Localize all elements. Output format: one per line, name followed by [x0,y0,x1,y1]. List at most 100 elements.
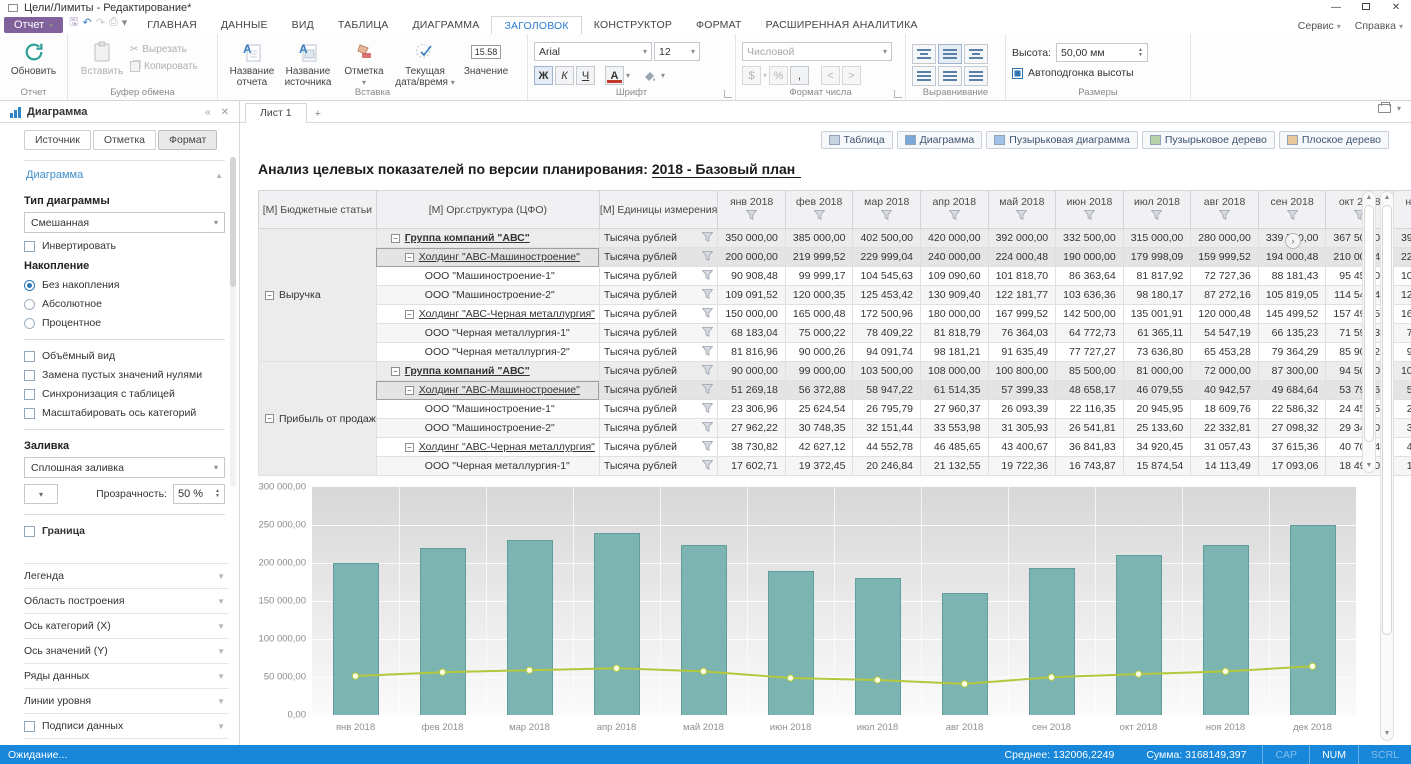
table-vertical-scrollbar[interactable]: ▲ ▼ [1362,191,1376,473]
value-cell[interactable]: 100 800,00 [988,362,1056,381]
ribbon-tab-заголовок[interactable]: ЗАГОЛОВОК [491,16,581,34]
filter-funnel-icon[interactable] [881,210,892,223]
font-size-select[interactable]: 12▾ [654,42,700,61]
line-marker[interactable] [1222,668,1228,674]
value-cell[interactable]: 58 947,22 [853,381,921,400]
fill-type-select[interactable]: Сплошная заливка▾ [24,457,225,478]
checkbox-icon[interactable] [24,351,35,362]
column-header-1[interactable]: [М] Бюджетные статьи [259,191,377,229]
redo-icon[interactable]: ↷ [96,16,105,29]
value-cell[interactable]: 100 800,00 [1393,362,1411,381]
align-button-0-0[interactable] [912,44,936,64]
value-cell[interactable]: 19 722,36 [1393,457,1411,476]
value-cell[interactable]: 332 500,00 [1056,229,1124,248]
value-cell[interactable]: 105 819,05 [1258,286,1326,305]
value-cell[interactable]: 54 547,19 [1191,324,1259,343]
view-button-2[interactable]: Диаграмма [897,131,983,149]
paste-button[interactable]: Вставить [74,38,130,77]
value-cell[interactable]: 94 091,74 [853,343,921,362]
cut-button[interactable]: ✂Вырезать [130,44,198,55]
radio-icon[interactable] [24,280,35,291]
filter-funnel-icon[interactable] [702,308,713,321]
filter-funnel-icon[interactable] [1219,210,1230,223]
align-button-1-2[interactable] [964,66,988,86]
value-button[interactable]: 15.58 Значение [458,38,514,77]
collapse-expander-icon[interactable]: − [265,414,274,423]
spinner-icon[interactable]: ▲▼ [215,489,220,499]
panel-option[interactable]: Замена пустых значений нулями [24,369,225,381]
value-cell[interactable]: 350 000,00 [718,229,786,248]
invert-checkbox-row[interactable]: Инвертировать [24,240,225,252]
value-cell[interactable]: 85 500,00 [1056,362,1124,381]
increase-decimals-button[interactable]: > [842,66,861,85]
org-structure-cell[interactable]: ООО "Машиностроение-2" [376,419,599,438]
ribbon-tab-конструктор[interactable]: КОНСТРУКТОР [582,16,684,34]
value-cell[interactable]: 15 874,54 [1123,457,1191,476]
filter-funnel-icon[interactable] [702,289,713,302]
mark-button[interactable]: Отметка▾ [336,38,392,88]
value-cell[interactable]: 42 627,12 [785,438,853,457]
view-button-1[interactable]: Таблица [821,131,893,149]
value-cell[interactable]: 90 000,00 [718,362,786,381]
value-cell[interactable]: 40 942,57 [1191,381,1259,400]
value-cell[interactable]: 56 372,88 [785,381,853,400]
sheet-tab[interactable]: Лист 1 [245,103,307,123]
value-cell[interactable]: 87 272,16 [1191,286,1259,305]
unit-cell[interactable]: Тысяча рублей [599,305,717,324]
line-marker[interactable] [1135,671,1141,677]
fill-color-button[interactable] [640,66,659,85]
value-cell[interactable]: 37 615,36 [1258,438,1326,457]
bold-button[interactable]: Ж [534,66,553,85]
value-cell[interactable]: 101 818,70 [988,267,1056,286]
chevron-down-icon[interactable]: ▾ [122,16,128,29]
value-cell[interactable]: 120 000,48 [1191,305,1259,324]
view-button-3[interactable]: Пузырьковая диаграмма [986,131,1138,149]
value-cell[interactable]: 20 246,84 [853,457,921,476]
filter-funnel-icon[interactable] [702,384,713,397]
value-cell[interactable]: 17 602,71 [718,457,786,476]
panel-tab-источник[interactable]: Источник [24,130,91,150]
refresh-button[interactable]: Обновить [6,38,61,77]
filter-funnel-icon[interactable] [702,403,713,416]
value-cell[interactable]: 229 999,04 [853,248,921,267]
value-cell[interactable]: 30 748,35 [785,419,853,438]
org-structure-cell[interactable]: −Холдинг "АВС-Машиностроение" [376,248,599,267]
org-structure-cell[interactable]: ООО "Машиностроение-1" [376,400,599,419]
value-cell[interactable]: 17 093,06 [1258,457,1326,476]
value-cell[interactable]: 87 300,00 [1258,362,1326,381]
value-cell[interactable]: 280 000,00 [1191,229,1259,248]
filter-funnel-icon[interactable] [702,251,713,264]
ribbon-tab-таблица[interactable]: ТАБЛИЦА [326,16,401,34]
value-cell[interactable]: 167 999,52 [1393,305,1411,324]
value-cell[interactable]: 145 499,52 [1258,305,1326,324]
value-cell[interactable]: 26 795,79 [853,400,921,419]
filter-funnel-icon[interactable] [1084,210,1095,223]
value-cell[interactable]: 167 999,52 [988,305,1056,324]
collapse-expander-icon[interactable]: − [391,234,400,243]
panel-scrollbar[interactable] [230,157,236,487]
panel-section-подписи-данных[interactable]: Подписи данных▼ [24,713,229,738]
org-structure-cell[interactable]: −Холдинг "АВС-Черная металлургия" [376,305,599,324]
value-cell[interactable]: 78 409,22 [853,324,921,343]
add-sheet-button[interactable]: + [307,105,329,123]
italic-button[interactable]: К [555,66,574,85]
value-cell[interactable]: 76 364,03 [988,324,1056,343]
checkbox-icon[interactable] [24,370,35,381]
month-header[interactable]: май 2018 [988,191,1056,229]
value-cell[interactable]: 392 000,00 [1393,229,1411,248]
ribbon-tab-формат[interactable]: ФОРМАТ [684,16,754,34]
value-cell[interactable]: 46 079,55 [1123,381,1191,400]
filter-funnel-icon[interactable] [702,441,713,454]
unit-cell[interactable]: Тысяча рублей [599,438,717,457]
value-cell[interactable]: 18 609,76 [1191,400,1259,419]
value-cell[interactable]: 109 091,52 [718,286,786,305]
value-cell[interactable]: 72 727,36 [1191,267,1259,286]
decrease-decimals-button[interactable]: < [821,66,840,85]
value-cell[interactable]: 43 400,67 [988,438,1056,457]
month-header[interactable]: апр 2018 [921,191,989,229]
print-layout-icon[interactable] [1378,104,1391,113]
value-cell[interactable]: 240 000,00 [921,248,989,267]
filter-funnel-icon[interactable] [746,210,757,223]
value-cell[interactable]: 420 000,00 [921,229,989,248]
value-cell[interactable]: 99 000,00 [785,362,853,381]
